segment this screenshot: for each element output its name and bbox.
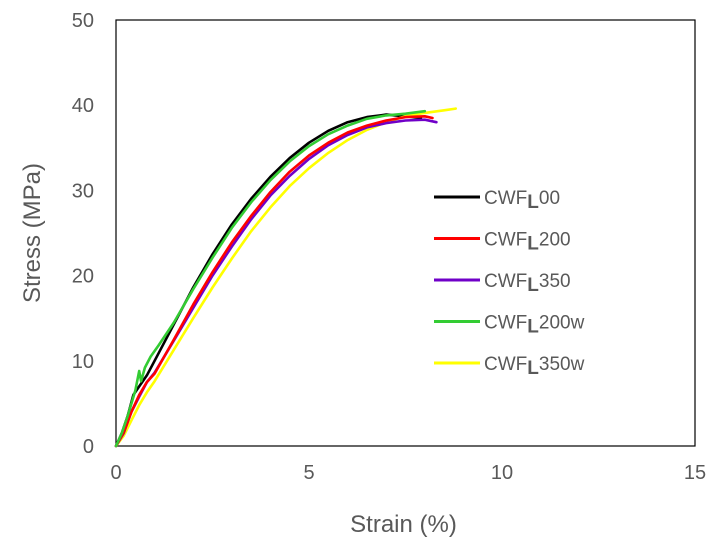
legend-label: CWFL350 — [484, 271, 571, 296]
legend-label: CWFL200 — [484, 230, 571, 255]
x-tick-label: 5 — [303, 462, 314, 484]
x-tick-label: 0 — [110, 462, 121, 484]
series-layer — [114, 107, 458, 448]
legend-item: CWFL350 — [434, 271, 571, 296]
legend-item: CWFL200 — [434, 230, 571, 255]
legend-item: CWFL200w — [434, 313, 585, 338]
legend-item: CWFL00 — [434, 188, 560, 213]
y-tick-label: 30 — [72, 180, 94, 202]
legend-item: CWFL350w — [434, 354, 585, 379]
x-tick-label: 10 — [491, 462, 513, 484]
x-tick-label: 15 — [684, 462, 706, 484]
legend-label: CWFL200w — [484, 313, 585, 338]
x-tick-labels: 0 5 10 15 — [110, 462, 706, 484]
series-line-cwfl200w — [114, 109, 427, 448]
y-tick-label: 40 — [72, 95, 94, 117]
legend-label: CWFL350w — [484, 354, 585, 379]
legend-label: CWFL00 — [484, 188, 560, 213]
y-tick-label: 20 — [72, 266, 94, 288]
y-tick-label: 0 — [83, 436, 94, 458]
series-line-cwfl200 — [114, 115, 434, 448]
y-tick-label: 10 — [72, 351, 94, 373]
y-tick-labels: 0 10 20 30 40 50 — [72, 10, 94, 458]
y-tick-label: 50 — [72, 10, 94, 32]
legend: CWFL00 CWFL200 CWFL350 CWFL200w CWFL350w — [434, 188, 585, 379]
plot-area — [115, 19, 696, 447]
x-axis-title: Strain (%) — [350, 511, 457, 538]
y-axis-title: Stress (MPa) — [19, 163, 46, 303]
